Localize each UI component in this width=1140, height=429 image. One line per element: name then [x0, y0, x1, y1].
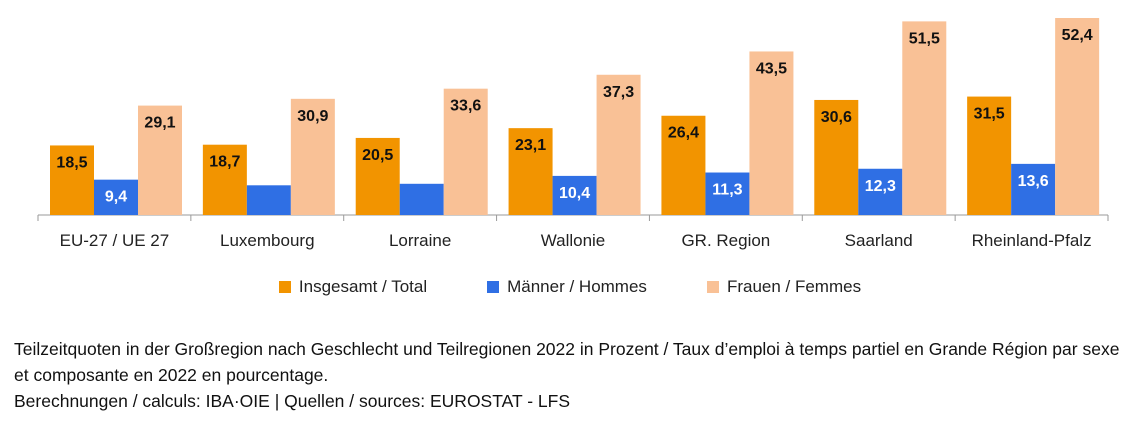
data-label-frauen-femmes-luxembourg: 30,9 [297, 108, 328, 125]
bar-frauen-femmes-saarland [902, 21, 947, 215]
bar-chart: 18,5 9,4 29,1 EU-27 / UE 27 18,7 7,9 30,9 Luxem… [37, 18, 1109, 250]
bar-insgesamt-total-wallonie [508, 128, 553, 215]
legend-swatch-total [278, 281, 291, 293]
data-label-insgesamt-total-saarland: 30,6 [821, 109, 852, 126]
data-label-insgesamt-total-gr-region: 26,4 [668, 125, 699, 142]
chart-legend: Insgesamt / Total Männer / Hommes Frauen… [0, 274, 1140, 300]
data-label-frauen-femmes-eu-27-ue-27: 29,1 [144, 115, 175, 132]
data-label-m-nner-hommes-lorraine: 8,3 [411, 163, 433, 180]
bar-frauen-femmes-lorraine [443, 88, 488, 215]
x-tick-label-saarland: Saarland [845, 231, 913, 250]
x-tick-label-luxembourg: Luxembourg [220, 231, 315, 250]
data-label-m-nner-hommes-luxembourg: 7,9 [258, 164, 280, 181]
data-label-m-nner-hommes-gr-region: 11,3 [712, 182, 742, 199]
x-tick-label-gr-region: GR. Region [681, 231, 770, 250]
bar-insgesamt-total-lorraine [355, 137, 400, 215]
legend-swatch-women [706, 281, 719, 293]
bar-insgesamt-total-luxembourg [202, 144, 247, 215]
data-label-m-nner-hommes-wallonie: 10,4 [559, 185, 590, 202]
data-label-insgesamt-total-lorraine: 20,5 [362, 147, 393, 164]
caption-title: Teilzeitquoten in der Großregion nach Ge… [14, 339, 1120, 385]
data-label-insgesamt-total-eu-27-ue-27: 18,5 [56, 154, 87, 171]
bar-insgesamt-total-eu-27-ue-27 [50, 145, 94, 215]
data-label-frauen-femmes-rheinland-pfalz: 52,4 [1062, 27, 1093, 44]
bar-insgesamt-total-gr-region [661, 115, 706, 215]
data-label-m-nner-hommes-eu-27-ue-27: 9,4 [105, 189, 127, 206]
data-label-frauen-femmes-saarland: 51,5 [909, 30, 940, 47]
bar-insgesamt-total-saarland [814, 99, 859, 215]
legend-item-women: Frauen / Femmes [706, 277, 862, 297]
data-label-frauen-femmes-gr-region: 43,5 [756, 60, 787, 77]
bar-m-nner-hommes-gr-region [705, 172, 750, 215]
x-tick-label-rheinland-pfalz: Rheinland-Pfalz [972, 231, 1092, 250]
data-label-frauen-femmes-lorraine: 33,6 [450, 98, 481, 115]
bar-frauen-femmes-luxembourg [290, 98, 335, 215]
legend-label-total: Insgesamt / Total [298, 277, 428, 296]
legend-swatch-men [487, 281, 500, 293]
x-tick-label-eu-27-ue-27: EU-27 / UE 27 [60, 231, 170, 250]
bar-m-nner-hommes-lorraine [399, 183, 444, 215]
bar-frauen-femmes-gr-region [749, 51, 794, 215]
bar-m-nner-hommes-wallonie [552, 175, 597, 215]
legend-item-total: Insgesamt / Total [278, 277, 428, 297]
chart-caption: Teilzeitquoten in der Großregion nach Ge… [14, 336, 1124, 414]
bar-m-nner-hommes-saarland [858, 168, 903, 215]
bar-m-nner-hommes-luxembourg [246, 185, 291, 215]
legend-label-men: Männer / Hommes [507, 277, 647, 296]
bar-frauen-femmes-wallonie [596, 74, 641, 216]
data-label-frauen-femmes-wallonie: 37,3 [603, 84, 634, 101]
x-tick-label-wallonie: Wallonie [541, 231, 606, 250]
bar-m-nner-hommes-eu-27-ue-27 [94, 179, 138, 215]
bar-insgesamt-total-rheinland-pfalz [967, 96, 1012, 215]
data-label-insgesamt-total-rheinland-pfalz: 31,5 [974, 106, 1005, 123]
bar-frauen-femmes-eu-27-ue-27 [138, 105, 182, 215]
bar-frauen-femmes-rheinland-pfalz [1055, 18, 1100, 215]
data-label-m-nner-hommes-rheinland-pfalz: 13,6 [1018, 173, 1049, 190]
legend-item-men: Männer / Hommes [487, 277, 647, 297]
legend-label-women: Frauen / Femmes [726, 277, 862, 296]
data-label-m-nner-hommes-saarland: 12,3 [865, 178, 896, 195]
data-label-insgesamt-total-luxembourg: 18,7 [209, 154, 240, 171]
bar-m-nner-hommes-rheinland-pfalz [1011, 163, 1056, 215]
caption-source: Berechnungen / calculs: IBA·OIE | Quelle… [14, 391, 571, 411]
x-tick-label-lorraine: Lorraine [389, 231, 451, 250]
data-label-insgesamt-total-wallonie: 23,1 [515, 137, 546, 154]
